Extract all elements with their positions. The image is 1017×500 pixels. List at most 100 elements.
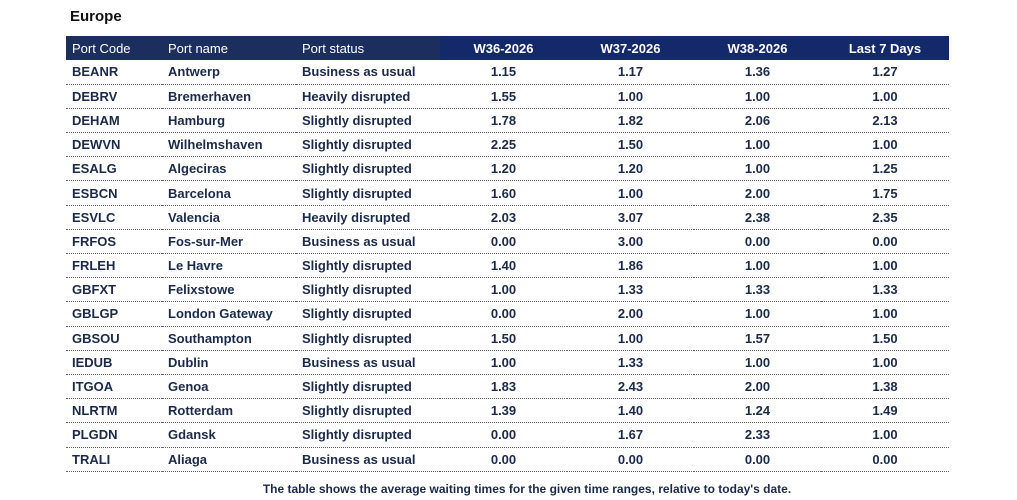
port-code-cell: NLRTM — [66, 398, 162, 424]
w36-value-cell: 2.25 — [440, 132, 567, 158]
last-7-days-value-cell: 1.00 — [821, 350, 949, 375]
port-status-cell: Slightly disrupted — [296, 180, 440, 206]
port-status-cell: Slightly disrupted — [296, 156, 440, 182]
column-header-port-name[interactable]: Port name — [162, 36, 296, 60]
w36-value-cell: 1.60 — [440, 180, 567, 206]
w38-value-cell: 1.00 — [694, 156, 821, 182]
port-name-cell: Hamburg — [162, 108, 296, 134]
column-header-w36[interactable]: W36-2026 — [440, 36, 567, 60]
w38-value-cell: 1.36 — [694, 60, 821, 85]
w37-value-cell: 1.00 — [567, 84, 694, 109]
w37-value-cell: 1.82 — [567, 108, 694, 134]
w36-value-cell: 1.83 — [440, 374, 567, 400]
table-row: FRFOS Fos-sur-Mer Business as usual 0.00 3.0… — [66, 229, 949, 255]
column-header-last-7-days[interactable]: Last 7 Days — [821, 36, 949, 60]
w36-value-cell: 0.00 — [440, 422, 567, 448]
w38-value-cell: 2.06 — [694, 108, 821, 134]
w36-value-cell: 1.20 — [440, 156, 567, 182]
port-name-cell: Aliaga — [162, 447, 296, 472]
last-7-days-value-cell: 1.00 — [821, 253, 949, 279]
table-row: GBSOU Southampton Slightly disrupted 1.50 1.… — [66, 326, 949, 351]
w36-value-cell: 1.39 — [440, 398, 567, 424]
w36-value-cell: 1.50 — [440, 326, 567, 351]
port-code-cell: ITGOA — [66, 374, 162, 400]
port-name-cell: Le Havre — [162, 253, 296, 279]
port-status-cell: Slightly disrupted — [296, 374, 440, 400]
table-row: DEWVN Wilhelmshaven Slightly disrupted 2.25… — [66, 132, 949, 158]
port-code-cell: ESALG — [66, 156, 162, 182]
port-status-cell: Heavily disrupted — [296, 84, 440, 109]
port-status-cell: Business as usual — [296, 60, 440, 85]
port-name-cell: London Gateway — [162, 301, 296, 327]
table-row: ITGOA Genoa Slightly disrupted 1.83 2.43 2.00… — [66, 374, 949, 400]
port-name-cell: Gdansk — [162, 422, 296, 448]
table-row: NLRTM Rotterdam Slightly disrupted 1.39 1.40… — [66, 398, 949, 424]
w38-value-cell: 1.00 — [694, 84, 821, 109]
port-name-cell: Fos-sur-Mer — [162, 229, 296, 255]
port-code-cell: PLGDN — [66, 422, 162, 448]
port-code-cell: ESBCN — [66, 180, 162, 206]
table-header-row: Port Code Port name Port status W36-2026… — [66, 36, 949, 60]
w38-value-cell: 1.00 — [694, 132, 821, 158]
w37-value-cell: 1.50 — [567, 132, 694, 158]
last-7-days-value-cell: 1.00 — [821, 301, 949, 327]
w37-value-cell: 1.33 — [567, 277, 694, 303]
w36-value-cell: 0.00 — [440, 447, 567, 472]
port-code-cell: ESVLC — [66, 205, 162, 230]
table-row: PLGDN Gdansk Slightly disrupted 0.00 1.67 2.3… — [66, 422, 949, 448]
port-status-cell: Slightly disrupted — [296, 253, 440, 279]
w37-value-cell: 2.00 — [567, 301, 694, 327]
port-status-cell: Slightly disrupted — [296, 132, 440, 158]
w38-value-cell: 2.00 — [694, 374, 821, 400]
port-code-cell: DEBRV — [66, 84, 162, 109]
port-code-cell: TRALI — [66, 447, 162, 472]
w37-value-cell: 1.00 — [567, 326, 694, 351]
column-header-w38[interactable]: W38-2026 — [694, 36, 821, 60]
port-name-cell: Antwerp — [162, 60, 296, 85]
w37-value-cell: 1.40 — [567, 398, 694, 424]
w36-value-cell: 1.55 — [440, 84, 567, 109]
port-code-cell: FRLEH — [66, 253, 162, 279]
column-header-port-status[interactable]: Port status — [296, 36, 440, 60]
port-code-cell: GBSOU — [66, 326, 162, 351]
port-code-cell: FRFOS — [66, 229, 162, 255]
table-body: BEANR Antwerp Business as usual 1.15 1.17 1.3… — [66, 60, 949, 472]
w37-value-cell: 0.00 — [567, 447, 694, 472]
last-7-days-value-cell: 0.00 — [821, 229, 949, 255]
table-row: ESALG Algeciras Slightly disrupted 1.20 1.20… — [66, 156, 949, 182]
port-status-cell: Slightly disrupted — [296, 277, 440, 303]
region-title: Europe — [70, 8, 122, 25]
last-7-days-value-cell: 1.33 — [821, 277, 949, 303]
w38-value-cell: 2.33 — [694, 422, 821, 448]
w36-value-cell: 2.03 — [440, 205, 567, 230]
port-waiting-times-table: Port Code Port name Port status W36-2026… — [66, 36, 949, 472]
port-name-cell: Wilhelmshaven — [162, 132, 296, 158]
w38-value-cell: 2.00 — [694, 180, 821, 206]
port-status-cell: Slightly disrupted — [296, 108, 440, 134]
table-row: FRLEH Le Havre Slightly disrupted 1.40 1.86 1… — [66, 253, 949, 279]
w36-value-cell: 1.00 — [440, 350, 567, 375]
table-row: TRALI Aliaga Business as usual 0.00 0.00 0.00… — [66, 447, 949, 472]
port-status-cell: Slightly disrupted — [296, 398, 440, 424]
w37-value-cell: 1.86 — [567, 253, 694, 279]
port-name-cell: Valencia — [162, 205, 296, 230]
w38-value-cell: 0.00 — [694, 447, 821, 472]
w37-value-cell: 1.20 — [567, 156, 694, 182]
w37-value-cell: 2.43 — [567, 374, 694, 400]
table-row: DEHAM Hamburg Slightly disrupted 1.78 1.82 2.… — [66, 108, 949, 134]
last-7-days-value-cell: 2.35 — [821, 205, 949, 230]
w37-value-cell: 1.33 — [567, 350, 694, 375]
port-code-cell: DEWVN — [66, 132, 162, 158]
last-7-days-value-cell: 1.27 — [821, 60, 949, 85]
last-7-days-value-cell: 1.00 — [821, 84, 949, 109]
table-row: DEBRV Bremerhaven Heavily disrupted 1.55 1.0… — [66, 84, 949, 109]
column-header-w37[interactable]: W37-2026 — [567, 36, 694, 60]
port-name-cell: Southampton — [162, 326, 296, 351]
w38-value-cell: 1.00 — [694, 301, 821, 327]
port-name-cell: Felixstowe — [162, 277, 296, 303]
last-7-days-value-cell: 1.50 — [821, 326, 949, 351]
port-name-cell: Algeciras — [162, 156, 296, 182]
column-header-port-code[interactable]: Port Code — [66, 36, 162, 60]
last-7-days-value-cell: 0.00 — [821, 447, 949, 472]
w38-value-cell: 1.00 — [694, 350, 821, 375]
